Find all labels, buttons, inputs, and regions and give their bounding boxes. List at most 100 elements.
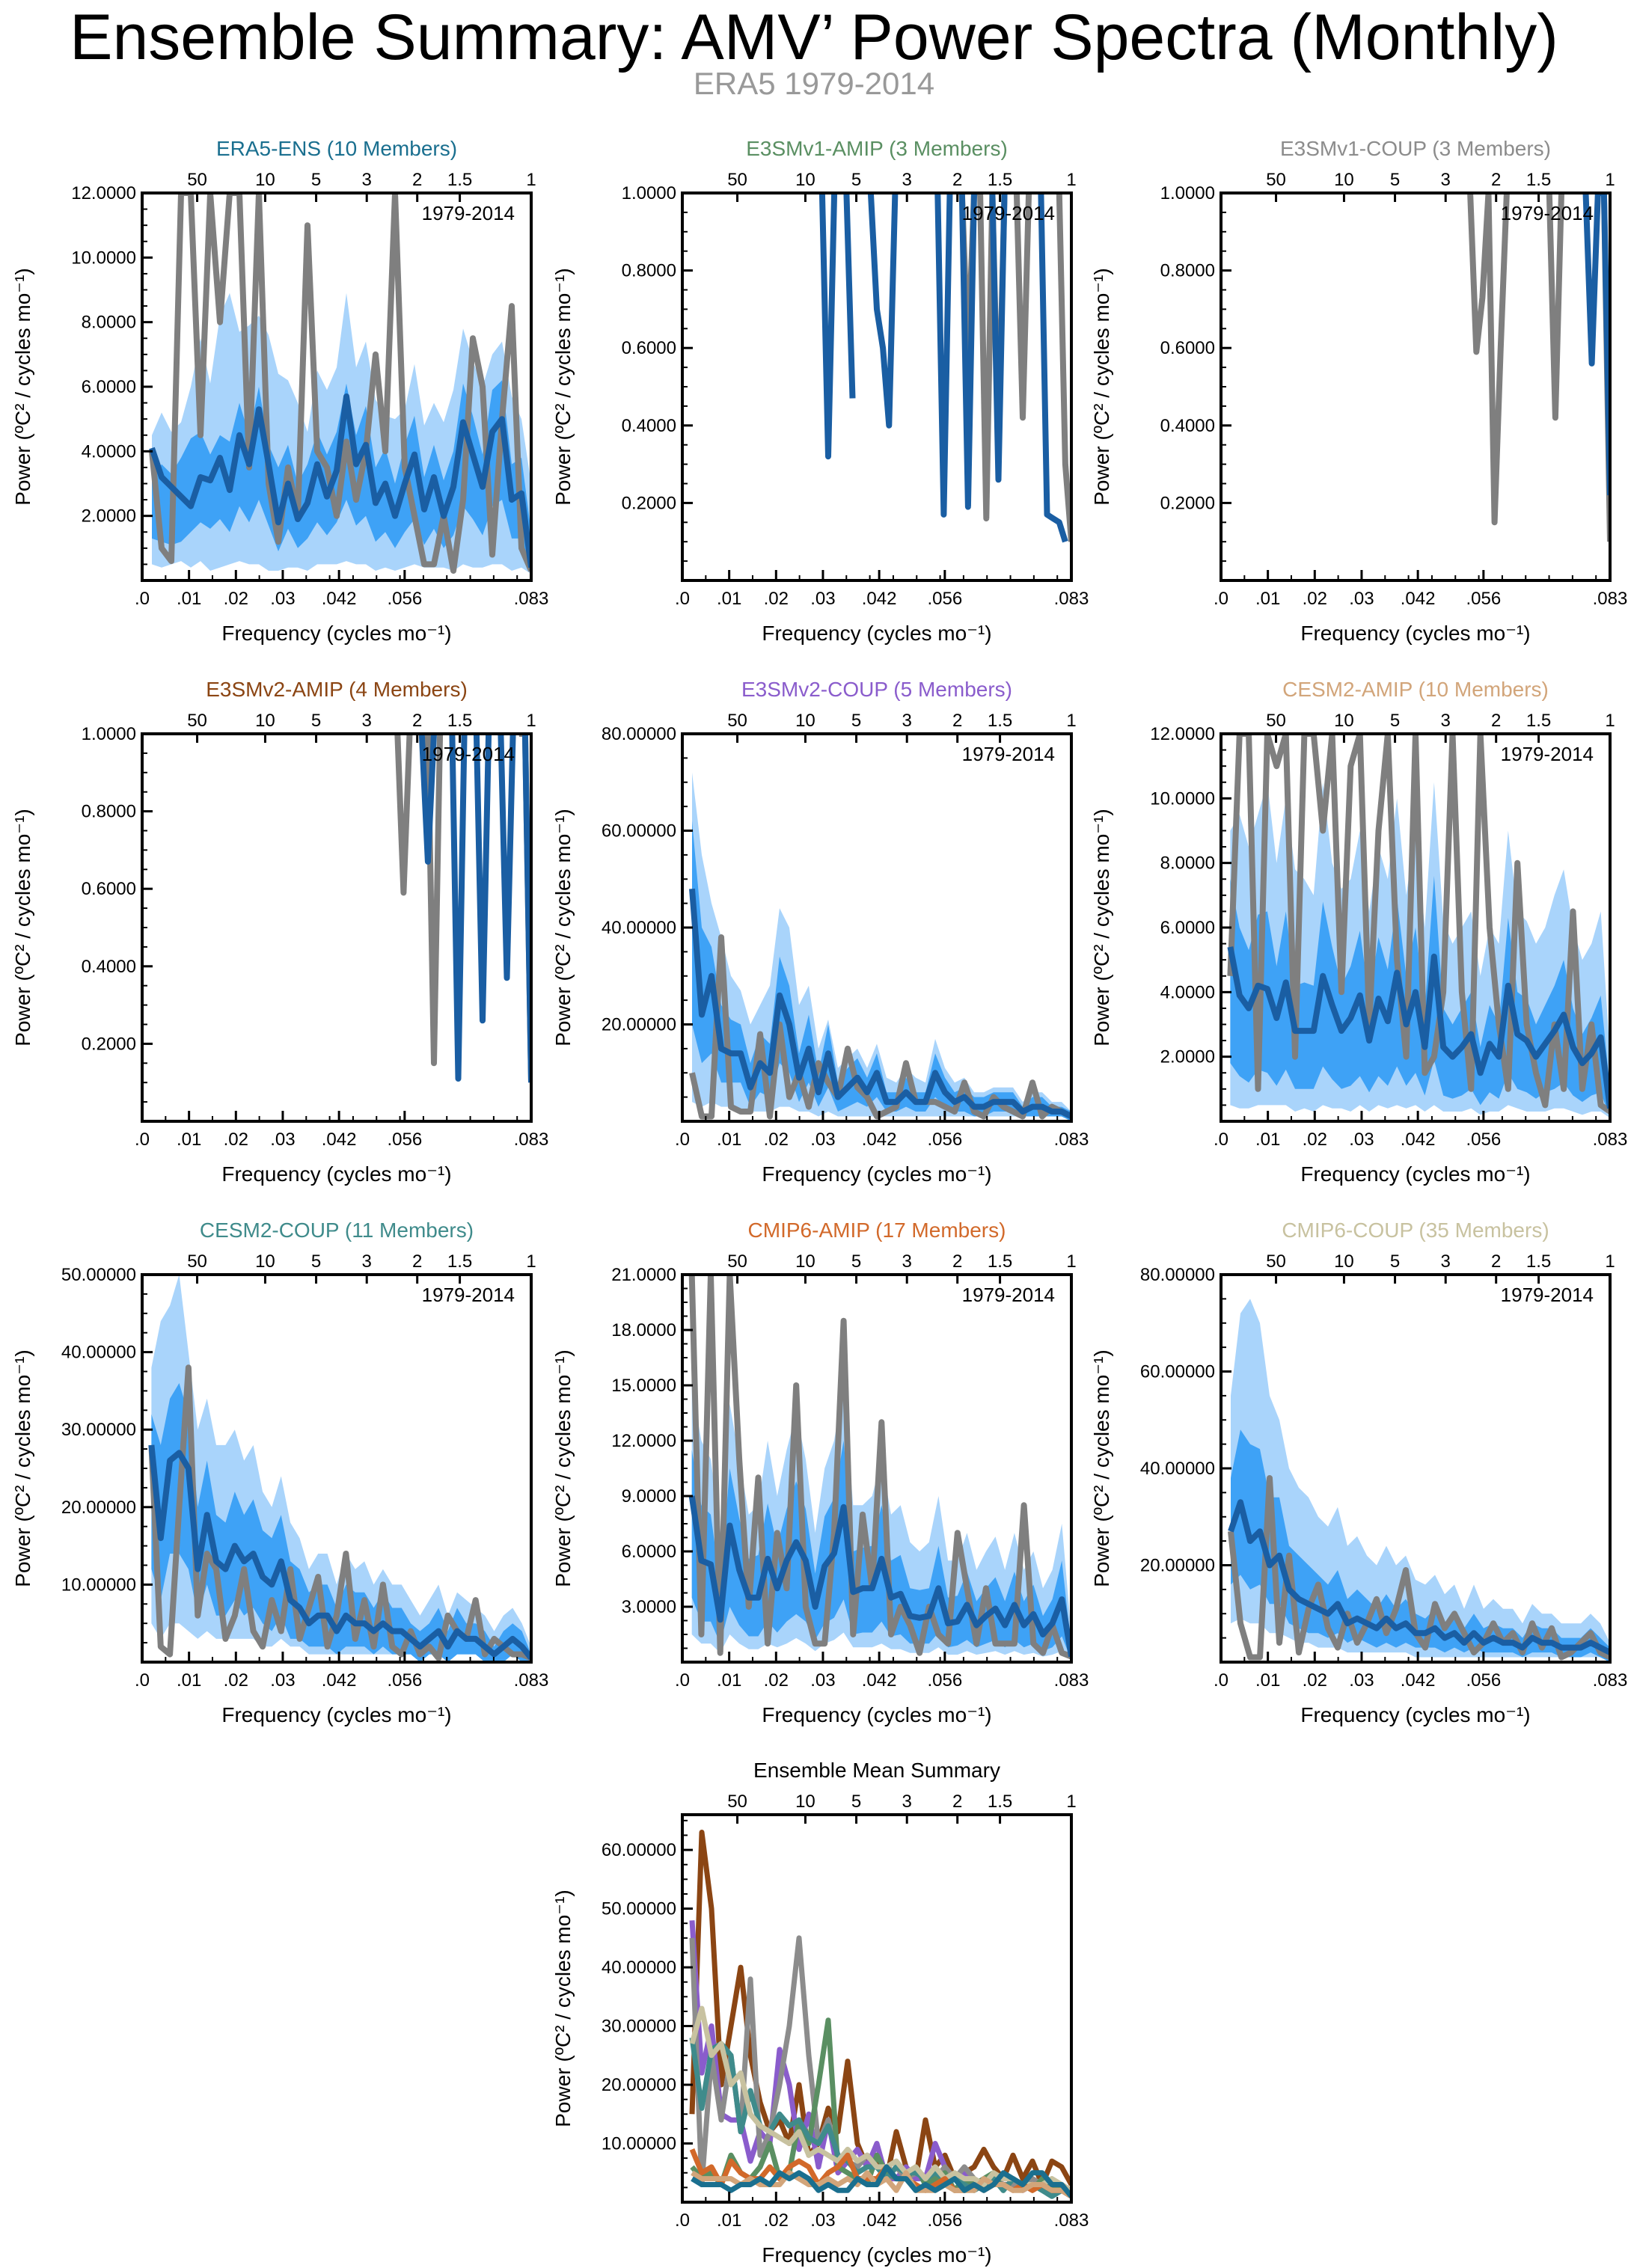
- y-axis-label: Power (ºC² / cycles mo⁻¹): [11, 809, 34, 1046]
- x-tick-label: .083: [1593, 1670, 1628, 1691]
- x-tick-label: .03: [810, 2210, 835, 2231]
- y-tick-label: 2.0000: [1160, 1047, 1215, 1067]
- y-tick-label: 8.0000: [82, 313, 136, 333]
- period-label: 1979-2014: [422, 743, 515, 765]
- top-tick-label: 10: [795, 711, 815, 731]
- panel-title: E3SMv1-COUP (3 Members): [1280, 137, 1551, 160]
- y-tick-label: 40.00000: [602, 1958, 676, 1978]
- ensemble-mean-line: [149, 393, 531, 568]
- x-tick-label: .042: [862, 1130, 897, 1150]
- series-line-era5-ens: [691, 2164, 1071, 2198]
- ensemble-mean-line: [148, 1444, 531, 1661]
- x-tick-label: .056: [927, 589, 962, 609]
- x-tick-label: .056: [1466, 1670, 1501, 1691]
- observation-line: [148, 1364, 531, 1661]
- x-axis-label: Frequency (cycles mo⁻¹): [221, 1703, 451, 1726]
- top-tick-label: 3: [362, 711, 372, 731]
- x-tick-label: .042: [1401, 1130, 1436, 1150]
- panel-title: CMIP6-AMIP (17 Members): [748, 1219, 1006, 1242]
- top-tick-label: 3: [902, 711, 912, 731]
- y-tick-label: 40.00000: [1140, 1459, 1215, 1479]
- x-tick-label: .083: [1593, 1130, 1628, 1150]
- panel-9: .0 .01 .02 .03 .042 .056 .083 50 10 5 3 2 1.5 1 20.000…: [1090, 1219, 1627, 1726]
- top-tick-label: 3: [902, 1792, 912, 1812]
- y-tick-label: 0.4000: [1160, 416, 1215, 436]
- y-tick-label: 20.00000: [602, 2075, 676, 2095]
- x-tick-label: .02: [764, 2210, 789, 2231]
- top-tick-label: 50: [187, 1251, 207, 1272]
- y-tick-label: 20.00000: [1140, 1556, 1215, 1576]
- y-tick-label: 0.4000: [622, 416, 676, 436]
- x-tick-label: .03: [1349, 589, 1374, 609]
- y-tick-label: 0.2000: [622, 493, 676, 513]
- top-tick-label: 10: [1334, 170, 1354, 190]
- y-tick-label: 6.0000: [82, 377, 136, 397]
- x-tick-label: .042: [862, 589, 897, 609]
- x-tick-label: .083: [1593, 589, 1628, 609]
- top-tick-label: 50: [1266, 711, 1286, 731]
- top-tick-label: 50: [727, 1251, 747, 1272]
- top-tick-label: 50: [187, 170, 207, 190]
- top-tick-label: 50: [1266, 1251, 1286, 1272]
- x-tick-label: .056: [927, 1130, 962, 1150]
- x-tick-label: .03: [1349, 1670, 1374, 1691]
- y-tick-label: 4.0000: [1160, 982, 1215, 1002]
- top-tick-label: 50: [187, 711, 207, 731]
- panel-title: CESM2-AMIP (10 Members): [1282, 678, 1549, 701]
- x-tick-label: .042: [322, 1670, 357, 1691]
- x-tick-label: .0: [1214, 1130, 1228, 1150]
- y-tick-label: 80.00000: [1140, 1265, 1215, 1285]
- top-tick-label: 1: [1605, 711, 1615, 731]
- top-tick-label: 5: [1390, 1251, 1400, 1272]
- top-tick-label: 5: [851, 711, 861, 731]
- top-tick-label: 1.5: [988, 1251, 1012, 1272]
- period-label: 1979-2014: [1501, 1284, 1594, 1306]
- y-tick-label: 6.0000: [1160, 918, 1215, 938]
- top-tick-label: 2: [952, 170, 962, 190]
- top-tick-label: 5: [311, 170, 321, 190]
- panel-3: .0 .01 .02 .03 .042 .056 .083 50 10 5 3 2 1.5 1 0.2000…: [1090, 137, 1627, 645]
- x-tick-label: .083: [1054, 1670, 1089, 1691]
- x-tick-label: .02: [224, 1130, 248, 1150]
- ensemble-mean-line: [1227, 946, 1610, 1109]
- plot-area: [689, 1830, 1071, 2199]
- top-tick-label: 1.5: [447, 170, 472, 190]
- top-tick-label: 1: [1066, 711, 1076, 731]
- observation-line: [688, 1275, 1071, 1660]
- y-tick-label: 0.4000: [82, 957, 136, 977]
- top-tick-label: 3: [362, 1251, 372, 1272]
- y-tick-label: 30.00000: [602, 2017, 676, 2037]
- band-25-75: [692, 821, 1071, 1121]
- plot-frame: [141, 732, 533, 1123]
- plot-area: [1228, 1299, 1610, 1662]
- panel-10: .0 .01 .02 .03 .042 .056 .083 50 10 5 3 2 1.5 1 10.000…: [551, 1759, 1089, 2267]
- top-tick-label: 50: [1266, 170, 1286, 190]
- top-tick-label: 1: [526, 170, 536, 190]
- y-tick-label: 10.0000: [71, 248, 136, 268]
- y-tick-label: 12.0000: [1150, 724, 1215, 744]
- x-tick-label: .01: [177, 1130, 201, 1150]
- top-tick-label: 3: [1441, 1251, 1451, 1272]
- observation-line: [1228, 1475, 1610, 1661]
- y-tick-label: 4.0000: [82, 441, 136, 462]
- plot-area: [689, 772, 1071, 1121]
- top-tick-label: 5: [1390, 170, 1400, 190]
- top-tick-label: 1: [526, 711, 536, 731]
- x-tick-label: .083: [514, 589, 549, 609]
- x-tick-label: .0: [135, 589, 150, 609]
- x-axis-label: Frequency (cycles mo⁻¹): [221, 1162, 451, 1186]
- ensemble-mean-line: [1228, 1499, 1610, 1655]
- x-tick-label: .0: [1214, 1670, 1228, 1691]
- plot-area: [1467, 193, 1610, 542]
- plot-area: [1227, 734, 1610, 1118]
- top-tick-label: 50: [727, 711, 747, 731]
- x-tick-label: .02: [1303, 1130, 1327, 1150]
- panel-2: .0 .01 .02 .03 .042 .056 .083 50 10 5 3 2 1.5 1 0.2000…: [551, 137, 1089, 645]
- x-tick-label: .083: [514, 1130, 549, 1150]
- x-tick-label: .083: [1054, 589, 1089, 609]
- y-tick-label: 0.6000: [1160, 338, 1215, 358]
- x-tick-label: .01: [177, 1670, 201, 1691]
- x-tick-label: .056: [387, 589, 422, 609]
- y-axis-label: Power (ºC² / cycles mo⁻¹): [551, 1349, 575, 1587]
- panel-4: .0 .01 .02 .03 .042 .056 .083 50 10 5 3 2 1.5 1 0.2000…: [11, 678, 548, 1186]
